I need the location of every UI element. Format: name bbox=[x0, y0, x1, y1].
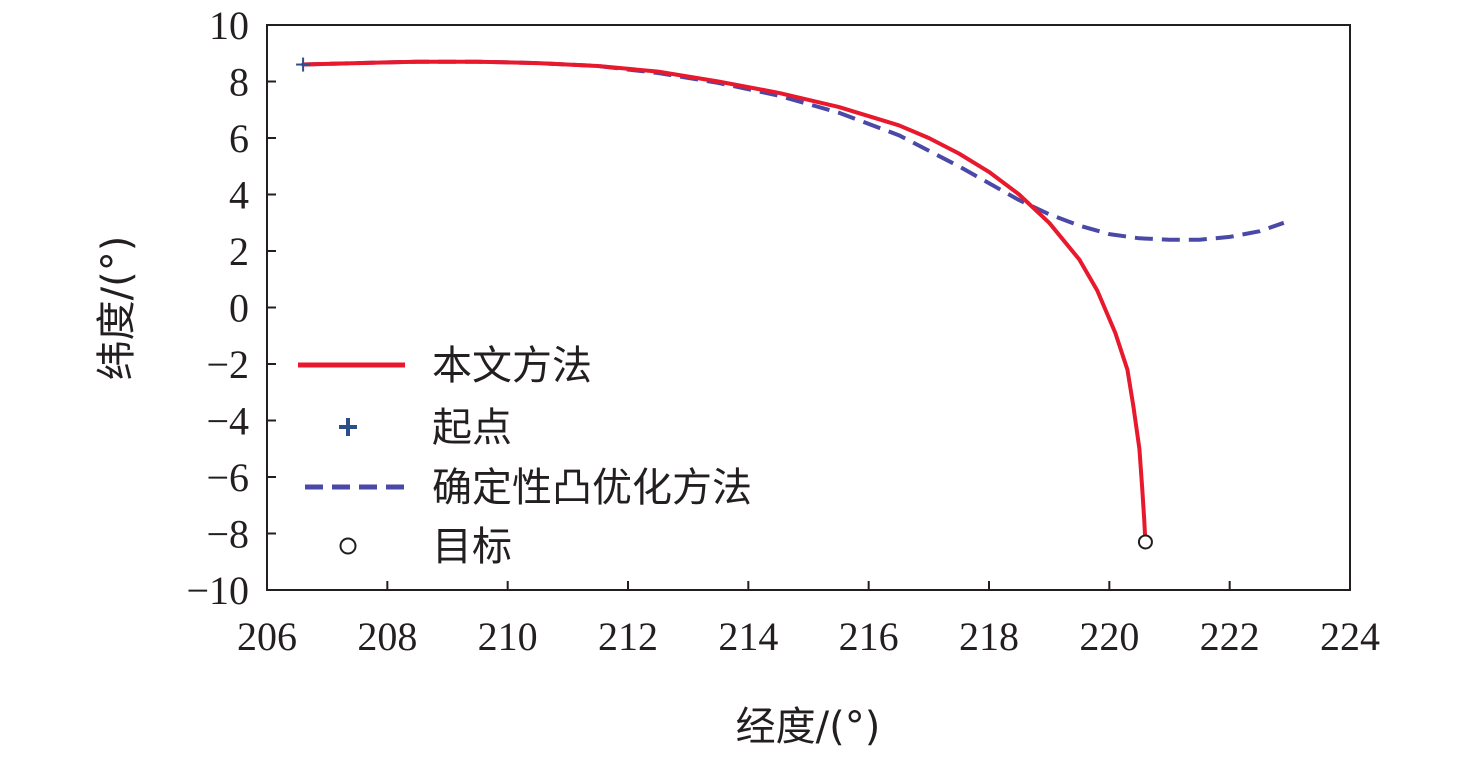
target-marker bbox=[1137, 534, 1153, 550]
x-tick-label: 216 bbox=[839, 614, 899, 659]
x-axis-label: 经度/(°) bbox=[736, 704, 881, 750]
y-axis-label: 纬度/(°) bbox=[94, 236, 140, 381]
convex-method-line bbox=[303, 59, 1285, 242]
legend-swatch-circle bbox=[339, 537, 357, 555]
legend-label: 目标 bbox=[432, 524, 512, 570]
y-tick-label: −8 bbox=[206, 512, 249, 557]
y-tick-label: −6 bbox=[206, 455, 249, 500]
y-tick-label: −2 bbox=[206, 342, 249, 387]
y-tick-label: −10 bbox=[186, 568, 249, 613]
axis-ticks: 206 208 210 212 214 216 218 220 222 224 10 8 6 4 2 0 −2 −… bbox=[186, 3, 1380, 659]
start-point-marker bbox=[296, 57, 311, 72]
marker-group bbox=[296, 57, 1153, 550]
series-group bbox=[301, 59, 1285, 544]
x-tick-label: 208 bbox=[357, 614, 417, 659]
legend-label: 起点 bbox=[432, 405, 512, 451]
y-tick-label: 6 bbox=[229, 116, 249, 161]
x-tick-label: 210 bbox=[478, 614, 538, 659]
x-tick-label: 214 bbox=[718, 614, 778, 659]
x-tick-label: 220 bbox=[1079, 614, 1139, 659]
proposed-method-line bbox=[301, 59, 1148, 544]
y-tick-label: 2 bbox=[229, 229, 249, 274]
legend-label: 本文方法 bbox=[432, 343, 592, 389]
x-tick-label: 218 bbox=[959, 614, 1019, 659]
y-tick-label: 0 bbox=[229, 286, 249, 331]
y-tick-label: 4 bbox=[229, 173, 249, 218]
y-tick-label: 10 bbox=[209, 3, 249, 48]
x-tick-label: 212 bbox=[598, 614, 658, 659]
x-tick-label: 206 bbox=[237, 614, 297, 659]
legend-label: 确定性凸优化方法 bbox=[432, 465, 752, 511]
y-tick-label: −4 bbox=[206, 399, 249, 444]
legend-swatch-plus bbox=[339, 418, 357, 436]
x-tick-label: 224 bbox=[1320, 614, 1380, 659]
y-tick-label: 8 bbox=[229, 60, 249, 105]
x-tick-label: 222 bbox=[1200, 614, 1260, 659]
plot-frame bbox=[266, 24, 1351, 591]
